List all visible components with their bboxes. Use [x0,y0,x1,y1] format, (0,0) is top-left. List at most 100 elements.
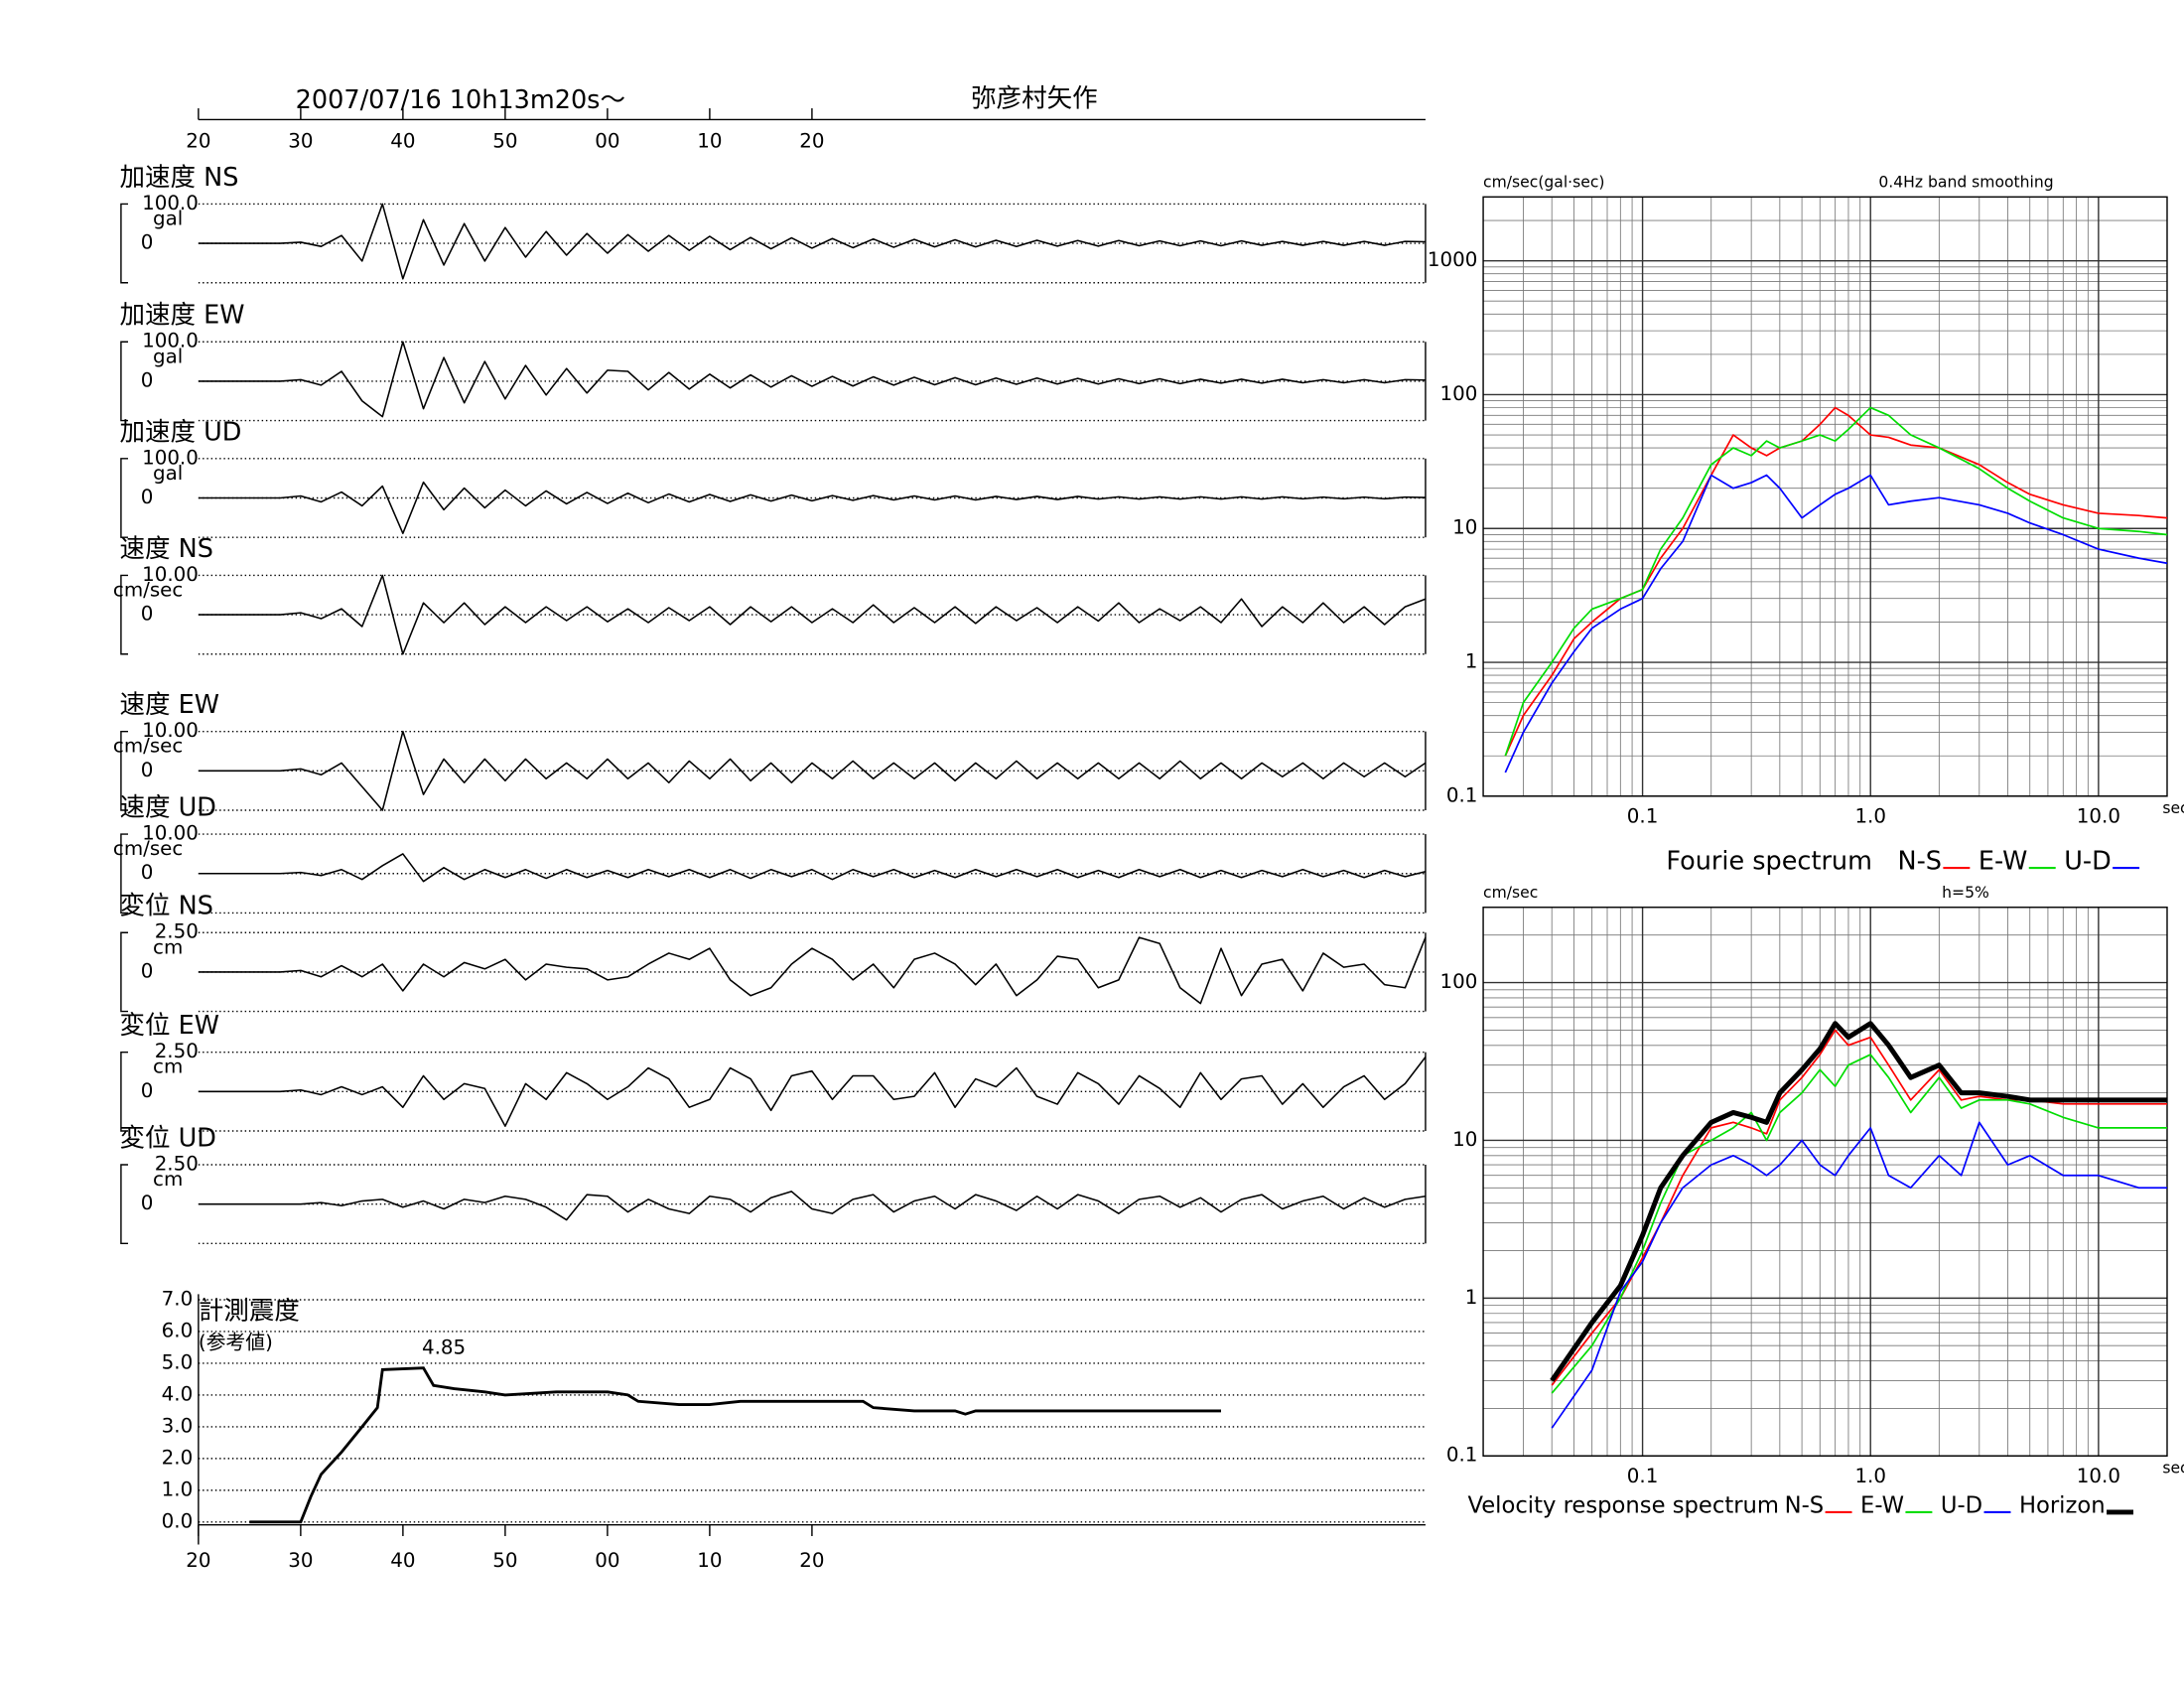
y-axis-label: cm/sec(gal·sec) [1483,174,1604,192]
y-tick-label: 10 [1452,516,1477,539]
peak-label: 4.85 [422,1336,466,1358]
waveform [198,203,1426,280]
trace-bracket [120,730,128,811]
plot-note: 0.4Hz band smoothing [1878,174,2053,192]
plot-frame [1482,907,2168,1457]
x-tick-label: 40 [390,130,415,153]
trace-unit: cm/sec [113,735,183,758]
legend-label: Horizon [2019,1493,2106,1519]
y-tick-label: 1000 [1428,248,1477,271]
trace-unit: gal [153,345,183,367]
x-axis-label: sec [2162,1460,2184,1477]
waveform [198,730,1427,811]
x-tick-label: 20 [186,1549,210,1572]
trace-unit: cm [153,935,183,958]
y-tick-label: 0 [141,231,154,254]
y-tick-label: 0.0 [162,1509,194,1532]
x-tick-label: 20 [799,130,824,153]
waveform [198,936,1427,1005]
y-tick-label: 0 [141,603,154,626]
trace-unit: cm [153,1168,183,1191]
x-tick-label: 1.0 [1854,805,1886,828]
x-tick-label: 20 [799,1549,824,1572]
y-tick-label: 0 [141,368,154,391]
trace-label: 加速度 EW [119,301,244,331]
trace-unit: cm [153,1055,183,1078]
trace-label: 加速度 NS [119,163,238,193]
y-tick-label: 100.0 [142,192,199,214]
x-tick-label: 50 [492,130,517,153]
trace-bracket [120,1051,128,1132]
trace-bracket [120,341,128,422]
y-tick-label: 0 [141,861,154,884]
y-tick-label: 7.0 [162,1288,194,1311]
waveform [198,1191,1427,1221]
plot-note: h=5% [1942,884,1989,902]
y-tick-label: 1 [1465,1286,1478,1309]
y-axis-label: cm/sec [1483,884,1538,902]
trace-unit: gal [153,208,183,230]
y-tick-label: 0 [141,959,154,982]
legend-label: N-S [1785,1493,1825,1519]
waveform [198,341,1426,418]
trace-unit: cm/sec [113,579,183,602]
chart-title: 計測震度 [199,1297,300,1327]
legend-label: N-S [1897,846,1941,876]
legend-label: U-D [1941,1493,1982,1519]
trace-bracket [120,833,128,914]
spectrum-line [1551,1121,2167,1429]
x-tick-label: 30 [288,1549,313,1572]
trace-unit: gal [153,462,183,485]
trace-label: 速度 EW [119,690,218,720]
waveform [198,853,1427,883]
y-tick-label: 2.50 [155,920,199,943]
y-tick-label: 5.0 [162,1350,194,1373]
x-tick-label: 1.0 [1854,1465,1886,1487]
y-tick-label: 100.0 [142,446,199,469]
x-tick-label: 00 [595,1549,619,1572]
spectrum-line [1504,406,2168,757]
y-tick-label: 2.50 [155,1040,199,1062]
y-tick-label: 10.00 [142,822,199,845]
y-tick-label: 6.0 [162,1319,194,1341]
legend-label: E-W [1860,1493,1904,1519]
y-tick-label: 10.00 [142,563,199,586]
y-tick-label: 0.1 [1446,783,1478,806]
x-tick-label: 0.1 [1627,1465,1659,1487]
y-tick-label: 1 [1465,650,1478,673]
trace-bracket [120,574,128,655]
waveform [198,1056,1427,1127]
record-time: 2007/07/16 10h13m20s〜 [296,85,625,115]
trace-bracket [120,203,128,284]
y-tick-label: 0 [141,486,154,508]
x-tick-label: 20 [186,130,210,153]
plot-frame [1482,196,2168,797]
waveform [198,481,1426,534]
y-tick-label: 100.0 [142,330,199,352]
y-tick-label: 2.0 [162,1446,194,1469]
x-tick-label: 40 [390,1549,415,1572]
trace-label: 変位 NS [119,892,212,921]
y-tick-label: 100 [1440,382,1478,405]
trace-label: 加速度 UD [119,417,241,447]
trace-unit: cm/sec [113,837,183,860]
intensity-line [249,1366,1221,1524]
x-axis-label: sec [2162,799,2184,817]
y-tick-label: 0 [141,759,154,781]
y-tick-label: 0.1 [1446,1444,1478,1467]
x-tick-label: 00 [595,130,619,153]
trace-label: 速度 UD [119,793,215,823]
trace-label: 変位 UD [119,1124,215,1154]
spectrum-line [1551,1029,2167,1386]
x-tick-label: 0.1 [1627,805,1659,828]
trace-bracket [120,458,128,538]
y-tick-label: 10.00 [142,719,199,742]
spectrum-line [1550,1021,2167,1382]
station-name: 弥彦村矢作 [971,84,1098,114]
legend-title: Velocity response spectrum [1467,1493,1779,1519]
trace-label: 速度 NS [119,534,212,564]
y-tick-label: 3.0 [162,1414,194,1437]
y-tick-label: 2.50 [155,1153,199,1176]
x-tick-label: 10.0 [2077,1465,2120,1487]
legend-label: E-W [1979,846,2028,876]
